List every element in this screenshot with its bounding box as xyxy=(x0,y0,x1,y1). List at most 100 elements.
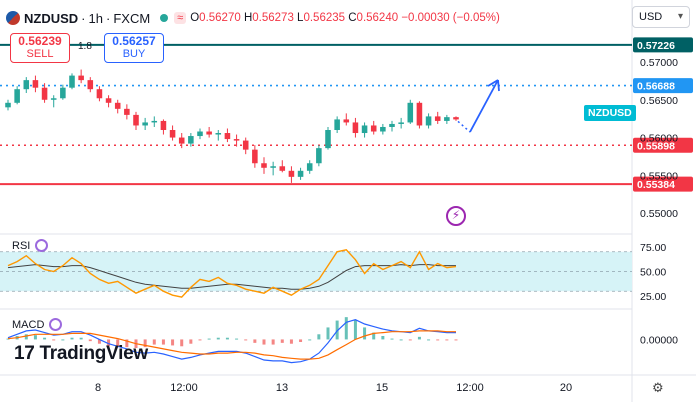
candle[interactable] xyxy=(361,122,368,138)
candle[interactable] xyxy=(343,113,350,126)
candle-body xyxy=(114,102,121,109)
candle-body xyxy=(380,126,386,132)
candle[interactable] xyxy=(5,99,11,111)
settings-icon[interactable]: ⚙ xyxy=(652,380,664,395)
candle[interactable] xyxy=(60,84,66,100)
eye-icon[interactable] xyxy=(35,239,49,252)
candle[interactable] xyxy=(261,157,267,174)
candle[interactable] xyxy=(206,126,212,138)
candle[interactable] xyxy=(105,95,112,108)
nzd-flag-icon xyxy=(6,11,20,25)
macd-histogram-bar xyxy=(161,339,165,345)
candle[interactable] xyxy=(160,119,167,135)
candle[interactable] xyxy=(50,95,57,108)
candle[interactable] xyxy=(389,120,395,132)
candle-body xyxy=(78,75,84,81)
sell-button[interactable]: 0.56239 SELL xyxy=(10,33,70,63)
candle[interactable] xyxy=(316,145,322,167)
macd-label: MACD xyxy=(12,318,45,331)
interval-label[interactable]: 1h xyxy=(88,10,103,26)
candle-body xyxy=(325,130,331,149)
candle[interactable] xyxy=(114,99,121,114)
candle[interactable] xyxy=(69,73,75,90)
candle[interactable] xyxy=(133,111,139,130)
macd-histogram-bar xyxy=(235,338,239,340)
macd-histogram-bar xyxy=(363,327,367,340)
candle[interactable] xyxy=(142,117,148,130)
macd-histogram-bar xyxy=(88,339,92,342)
candle[interactable] xyxy=(288,166,295,183)
symbol-header[interactable]: NZDUSD · 1h · FXCM ≈ O0.56270 H0.56273 L… xyxy=(6,8,500,28)
candle[interactable] xyxy=(444,114,450,124)
candle[interactable] xyxy=(325,126,331,150)
candle[interactable] xyxy=(352,117,359,138)
candle-body xyxy=(407,102,414,123)
candle-body xyxy=(242,140,249,150)
candle[interactable] xyxy=(32,75,39,93)
candle[interactable] xyxy=(87,77,94,93)
replay-icon[interactable]: ⚡ xyxy=(446,206,466,226)
candle-body xyxy=(151,120,158,123)
macd-histogram-bar xyxy=(52,339,56,341)
candle[interactable] xyxy=(242,137,249,155)
candle[interactable] xyxy=(370,120,377,135)
candle[interactable] xyxy=(453,116,459,121)
rsi-legend[interactable]: RSI xyxy=(12,239,49,252)
candle-body xyxy=(50,98,57,100)
macd-legend[interactable]: MACD xyxy=(12,318,63,331)
price-level-value: 0.56688 xyxy=(637,81,675,93)
candle[interactable] xyxy=(41,83,48,103)
wave-icon[interactable]: ≈ xyxy=(174,12,187,24)
candle-body xyxy=(142,122,148,126)
currency-dropdown[interactable]: USD xyxy=(632,6,690,28)
candle[interactable] xyxy=(416,101,423,129)
candle[interactable] xyxy=(215,130,222,141)
candle[interactable] xyxy=(151,116,158,127)
candle[interactable] xyxy=(252,145,258,168)
candle-body xyxy=(188,136,194,144)
candle[interactable] xyxy=(425,113,432,129)
macd-signal-line xyxy=(7,330,456,360)
candle[interactable] xyxy=(434,111,441,124)
candle[interactable] xyxy=(233,134,240,147)
arrow-head-icon xyxy=(487,79,500,92)
candle[interactable] xyxy=(169,125,176,141)
candle[interactable] xyxy=(334,116,340,134)
sell-price: 0.56239 xyxy=(18,34,62,48)
candle-body xyxy=(425,116,432,126)
projection-arrow-line[interactable] xyxy=(469,79,499,133)
candle[interactable] xyxy=(188,133,194,147)
price-level-tag xyxy=(633,137,693,153)
candle[interactable] xyxy=(96,86,103,102)
candle[interactable] xyxy=(23,77,30,93)
candle[interactable] xyxy=(124,104,130,120)
candle[interactable] xyxy=(270,161,276,176)
price-level-tag xyxy=(633,176,693,192)
candle[interactable] xyxy=(224,128,231,143)
macd-histogram-bar xyxy=(417,336,421,340)
projection-dotted-line[interactable] xyxy=(457,120,471,133)
symbol-name[interactable]: NZDUSD xyxy=(24,10,79,26)
candle-body xyxy=(169,130,176,138)
candle[interactable] xyxy=(306,160,313,174)
candle[interactable] xyxy=(279,160,286,173)
candle[interactable] xyxy=(380,123,386,135)
candle[interactable] xyxy=(197,128,203,140)
candle[interactable] xyxy=(398,117,404,129)
macd-line xyxy=(7,319,456,364)
candle-body xyxy=(288,170,295,177)
candle[interactable] xyxy=(178,133,185,149)
eye-icon[interactable] xyxy=(49,318,63,331)
candle-body xyxy=(178,137,185,144)
candle[interactable] xyxy=(297,167,304,180)
ohlc-o-label: O xyxy=(190,12,200,24)
candle[interactable] xyxy=(14,86,20,105)
candle-body xyxy=(444,117,450,121)
macd-histogram-bar xyxy=(171,339,175,346)
candle[interactable] xyxy=(407,99,414,124)
macd-histogram-bar xyxy=(152,339,156,345)
candle[interactable] xyxy=(78,69,84,84)
buy-button[interactable]: 0.56257 BUY xyxy=(104,33,164,63)
